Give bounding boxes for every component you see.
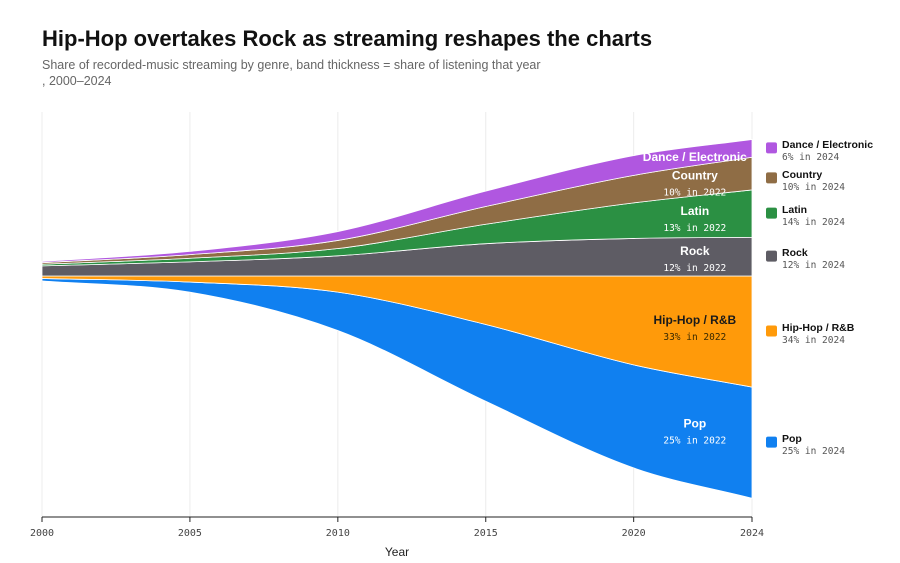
x-tick-label-2024: 2024 bbox=[740, 528, 764, 539]
legend-sublabel-rock: 12% in 2024 bbox=[782, 260, 845, 271]
legend-sublabel-hip-hop-r-b: 34% in 2024 bbox=[782, 335, 845, 346]
band-sublabel-country: 10% in 2022 bbox=[663, 187, 726, 198]
legend-swatch-rock bbox=[766, 250, 777, 262]
band-label-latin: Latin bbox=[680, 204, 709, 218]
legend-sublabel-country: 10% in 2024 bbox=[782, 182, 845, 193]
legend-swatch-pop bbox=[766, 436, 777, 448]
band-label-hip-hop-r-b: Hip-Hop / R&B bbox=[654, 313, 737, 327]
legend-label-latin: Latin bbox=[782, 204, 807, 216]
x-tick-label-2020: 2020 bbox=[622, 528, 646, 539]
chart-title: Hip-Hop overtakes Rock as streaming resh… bbox=[42, 26, 653, 51]
band-dance-electronic bbox=[41, 138, 753, 264]
band-label-rock: Rock bbox=[680, 244, 710, 258]
band-label-dance-electronic: Dance / Electronic bbox=[643, 150, 747, 164]
legend-label-country: Country bbox=[782, 169, 822, 181]
x-tick-label-2005: 2005 bbox=[178, 528, 202, 539]
legend-sublabel-latin: 14% in 2024 bbox=[782, 217, 845, 228]
legend-label-hip-hop-r-b: Hip-Hop / R&B bbox=[782, 322, 855, 334]
genre-bands bbox=[41, 138, 753, 499]
legend-label-dance-electronic: Dance / Electronic bbox=[782, 139, 873, 151]
band-sublabel-hip-hop-r-b: 33% in 2022 bbox=[663, 332, 726, 343]
legend-sublabel-pop: 25% in 2024 bbox=[782, 446, 845, 457]
x-tick-label-2010: 2010 bbox=[326, 528, 350, 539]
legend-swatch-country bbox=[766, 172, 777, 184]
legend-swatch-dance-electronic bbox=[766, 142, 777, 154]
chart-subtitle-text: Share of recorded-music streaming by gen… bbox=[42, 58, 541, 88]
legend-swatch-hip-hop-r-b bbox=[766, 325, 777, 337]
band-labels: Pop 25% in 2022 Hip-Hop / R&B 33% in 2022 Ro… bbox=[643, 150, 747, 447]
x-tick-label-2015: 2015 bbox=[474, 528, 498, 539]
legend-swatch-latin bbox=[766, 207, 777, 219]
chart-subtitle: Share of recorded-music streaming by gen… bbox=[42, 57, 542, 89]
x-axis-label: Year bbox=[385, 545, 409, 559]
legend-sublabel-dance-electronic: 6% in 2024 bbox=[782, 152, 839, 163]
x-axis-ticks: 2000 2005 2010 2015 2020 2024 bbox=[30, 517, 764, 539]
band-label-pop: Pop bbox=[683, 417, 706, 431]
x-tick-label-2000: 2000 bbox=[30, 528, 54, 539]
legend-label-pop: Pop bbox=[782, 433, 802, 445]
band-sublabel-rock: 12% in 2022 bbox=[663, 263, 726, 274]
band-label-country: Country bbox=[672, 168, 718, 182]
band-sublabel-latin: 13% in 2022 bbox=[663, 223, 726, 234]
band-sublabel-pop: 25% in 2022 bbox=[663, 436, 726, 447]
legend-item-hip-hop-r-b: Hip-Hop / R&B34% in 2024 bbox=[766, 322, 855, 346]
legend-label-rock: Rock bbox=[782, 247, 808, 259]
